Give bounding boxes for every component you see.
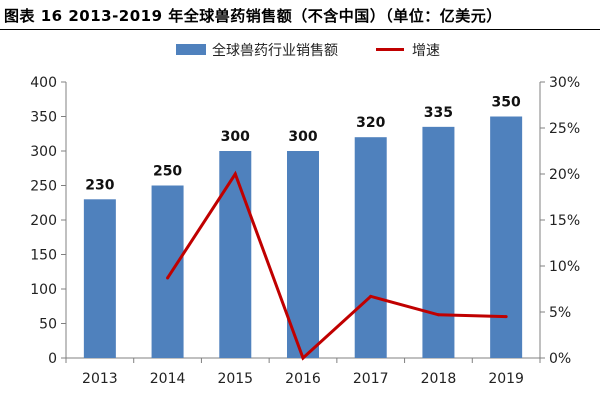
chart-area: 全球兽药行业销售额 增速 0 50 100 150 200 250 300 350 400 0% 5… (30, 42, 580, 387)
bar-data-label: 350 (492, 95, 521, 111)
right-tick-label: 25% (549, 121, 580, 137)
bar (490, 116, 523, 358)
left-tick-label: 400 (30, 75, 57, 91)
growth-line (166, 170, 507, 361)
right-tick-label: 30% (549, 75, 580, 91)
bar-data-label: 300 (288, 129, 317, 145)
right-tick-label: 10% (549, 259, 580, 275)
bar (287, 151, 319, 358)
right-tick-label: 15% (549, 213, 580, 229)
bar-data-label: 335 (424, 105, 453, 121)
x-tick-label: 2018 (421, 371, 457, 387)
x-tick-label: 2015 (217, 371, 253, 387)
bar (354, 137, 387, 358)
bar (219, 151, 252, 358)
growth-point (369, 294, 373, 298)
plot-area: 0 50 100 150 200 250 300 350 400 0% 5% 10% 15% 20% 25%… (30, 75, 580, 387)
x-tick-label: 2017 (353, 371, 389, 387)
growth-point (504, 315, 508, 319)
left-tick-label: 150 (30, 248, 57, 264)
left-tick-label: 350 (30, 110, 57, 126)
bar (422, 126, 455, 358)
x-tick-label: 2013 (82, 371, 118, 387)
chart-title: 图表 16 2013-2019 年全球兽药销售额（不含中国）（单位：亿美元） (4, 7, 502, 25)
left-tick-label: 300 (30, 144, 57, 160)
left-tick-label: 200 (30, 213, 57, 229)
growth-point (166, 276, 170, 280)
legend-line-label: 增速 (412, 43, 440, 59)
left-tick-label: 250 (30, 179, 57, 195)
bar-data-label: 250 (153, 164, 182, 180)
bar (151, 185, 184, 358)
legend-bar-swatch (176, 44, 206, 55)
growth-point (233, 172, 237, 176)
legend: 全球兽药行业销售额 增速 (176, 42, 440, 59)
bar (83, 199, 116, 358)
left-tick-label: 0 (48, 351, 57, 367)
title-bar: 图表 16 2013-2019 年全球兽药销售额（不含中国）（单位：亿美元） (0, 0, 600, 30)
bar-data-label: 230 (85, 177, 114, 193)
x-tick-label: 2014 (150, 371, 186, 387)
right-tick-label: 0% (549, 351, 571, 367)
right-tick-label: 20% (549, 167, 580, 183)
growth-point (301, 356, 305, 360)
right-tick-label: 5% (549, 305, 571, 321)
bar-data-label: 300 (221, 129, 250, 145)
bar-data-label: 320 (356, 115, 385, 131)
x-tick-label: 2019 (488, 371, 524, 387)
left-tick-label: 50 (39, 317, 57, 333)
x-tick-label: 2016 (285, 371, 321, 387)
legend-bar-label: 全球兽药行业销售额 (212, 42, 338, 59)
left-tick-label: 100 (30, 282, 57, 298)
growth-point (436, 313, 440, 317)
